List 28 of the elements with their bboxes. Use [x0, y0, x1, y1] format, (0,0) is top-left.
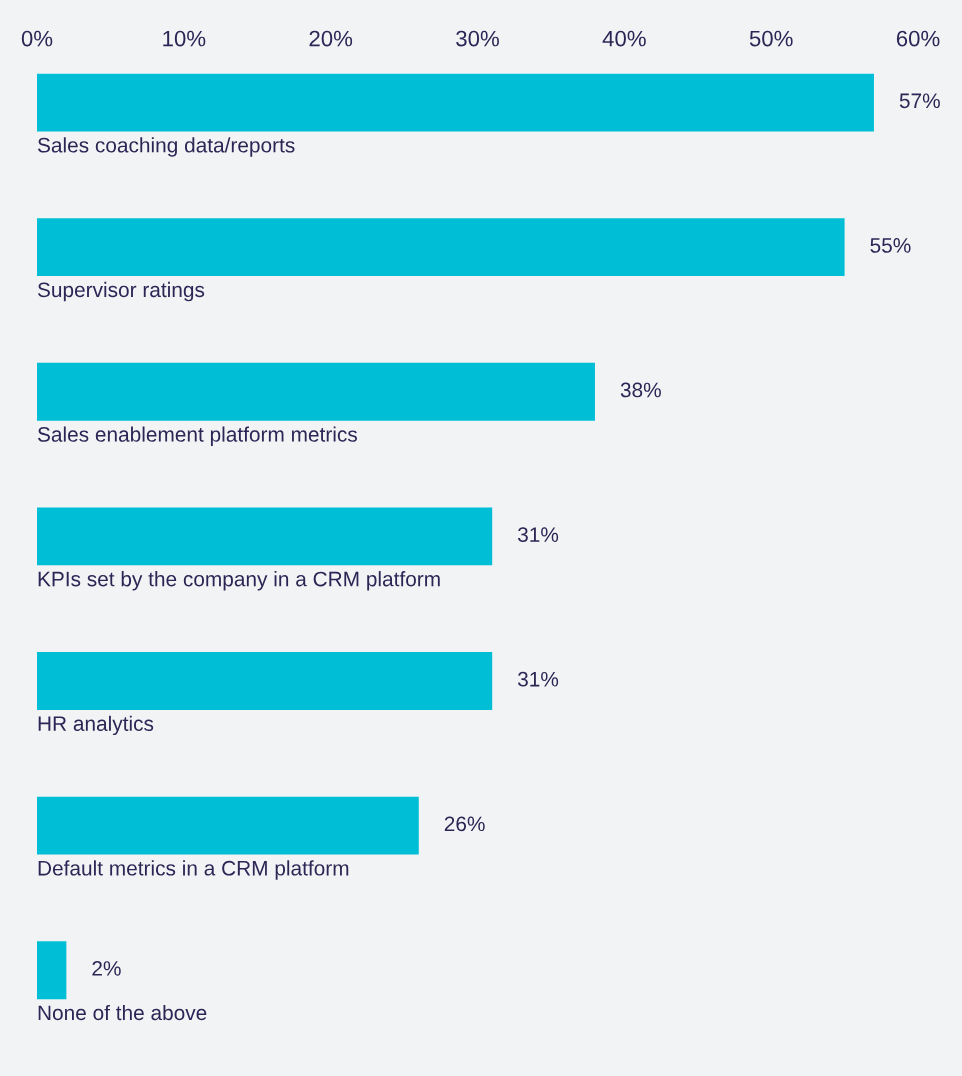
- x-tick-label: 20%: [309, 30, 353, 47]
- data-label: 26%: [444, 816, 485, 832]
- x-tick-label: 0%: [21, 30, 53, 47]
- x-tick-label: 30%: [456, 30, 499, 47]
- y-tick-label: Supervisor ratings: [37, 281, 205, 302]
- data-label: 57%: [899, 93, 940, 109]
- x-tick-label: 60%: [896, 30, 940, 47]
- bar: [37, 218, 845, 277]
- y-tick-label: Sales coaching data/reports: [37, 137, 295, 157]
- y-tick-label: KPIs set by the company in a CRM platform: [38, 571, 440, 591]
- y-tick-label: None of the above: [38, 1004, 207, 1021]
- bar: [37, 507, 493, 566]
- y-tick-label: Sales enablement platform metrics: [37, 426, 357, 446]
- x-tick-label: 40%: [602, 30, 646, 47]
- data-label: 38%: [620, 382, 661, 398]
- bar: [37, 796, 419, 855]
- bar: [37, 941, 67, 1000]
- data-label: 31%: [517, 671, 559, 687]
- bar: [37, 362, 595, 421]
- bar: [37, 73, 874, 132]
- y-tick-label: HR analytics: [38, 715, 154, 736]
- x-tick-label: 10%: [163, 30, 206, 47]
- x-tick-label: 50%: [749, 30, 793, 47]
- data-label: 31%: [517, 527, 559, 542]
- data-label: 2%: [92, 961, 121, 976]
- bar: [37, 652, 493, 710]
- data-label: 55%: [870, 238, 911, 253]
- y-tick-label: Default metrics in a CRM platform: [38, 860, 349, 880]
